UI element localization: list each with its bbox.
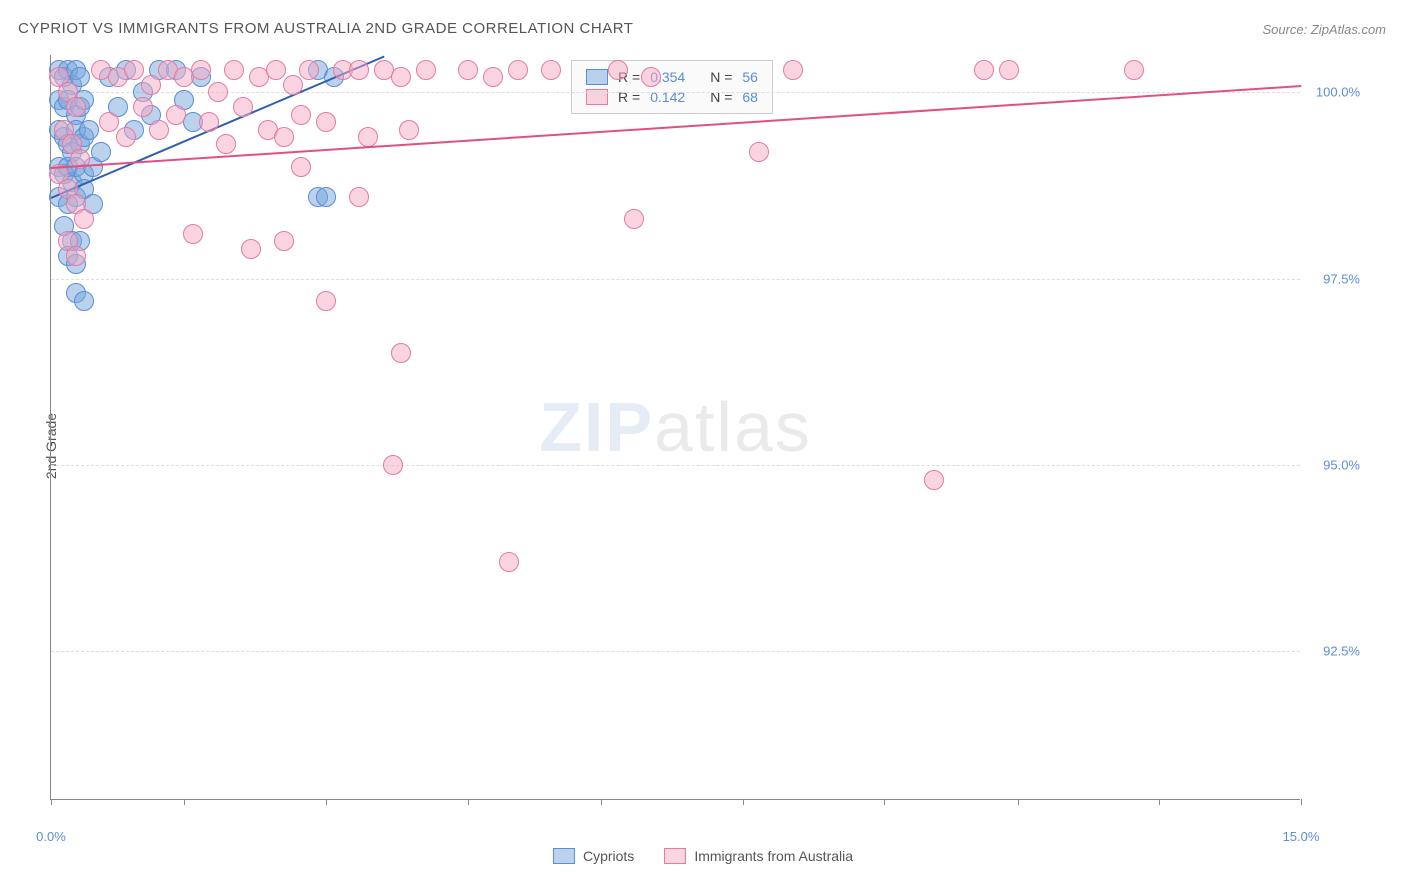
- gridline-h: [51, 465, 1300, 466]
- data-point-australia: [1124, 60, 1144, 80]
- data-point-australia: [783, 60, 803, 80]
- legend-item: Cypriots: [553, 848, 634, 864]
- legend-item: Immigrants from Australia: [664, 848, 853, 864]
- x-tick-label: 15.0%: [1283, 829, 1320, 844]
- watermark-part1: ZIP: [539, 388, 654, 466]
- data-point-australia: [358, 127, 378, 147]
- data-point-australia: [499, 552, 519, 572]
- x-tick: [1301, 799, 1302, 805]
- data-point-australia: [66, 246, 86, 266]
- source-attribution: Source: ZipAtlas.com: [1262, 22, 1386, 37]
- x-tick: [1018, 799, 1019, 805]
- data-point-australia: [299, 60, 319, 80]
- x-tick: [884, 799, 885, 805]
- data-point-australia: [416, 60, 436, 80]
- legend-n-label: N =: [710, 69, 732, 85]
- data-point-australia: [274, 127, 294, 147]
- data-point-cypriots: [74, 291, 94, 311]
- data-point-australia: [191, 60, 211, 80]
- gridline-h: [51, 279, 1300, 280]
- data-point-australia: [224, 60, 244, 80]
- chart-title: CYPRIOT VS IMMIGRANTS FROM AUSTRALIA 2ND…: [18, 20, 633, 37]
- data-point-cypriots: [316, 187, 336, 207]
- data-point-australia: [208, 82, 228, 102]
- x-tick: [51, 799, 52, 805]
- legend-label: Immigrants from Australia: [694, 848, 853, 864]
- data-point-australia: [458, 60, 478, 80]
- series-legend: Cypriots Immigrants from Australia: [553, 848, 853, 864]
- data-point-australia: [349, 60, 369, 80]
- data-point-cypriots: [91, 142, 111, 162]
- data-point-australia: [999, 60, 1019, 80]
- data-point-australia: [608, 60, 628, 80]
- data-point-australia: [266, 60, 286, 80]
- x-tick-label: 0.0%: [36, 829, 66, 844]
- data-point-australia: [141, 75, 161, 95]
- data-point-australia: [149, 120, 169, 140]
- legend-swatch: [553, 848, 575, 864]
- legend-swatch: [586, 69, 608, 85]
- gridline-h: [51, 651, 1300, 652]
- legend-swatch: [664, 848, 686, 864]
- data-point-australia: [624, 209, 644, 229]
- data-point-australia: [316, 291, 336, 311]
- data-point-australia: [166, 105, 186, 125]
- legend-label: Cypriots: [583, 848, 634, 864]
- x-tick: [743, 799, 744, 805]
- data-point-australia: [291, 157, 311, 177]
- data-point-australia: [74, 209, 94, 229]
- data-point-australia: [183, 224, 203, 244]
- data-point-australia: [924, 470, 944, 490]
- data-point-australia: [749, 142, 769, 162]
- data-point-australia: [483, 67, 503, 87]
- legend-row: R =0.142N =68: [586, 87, 758, 107]
- watermark-part2: atlas: [654, 388, 812, 466]
- x-tick: [184, 799, 185, 805]
- data-point-cypriots: [79, 120, 99, 140]
- x-tick: [601, 799, 602, 805]
- data-point-australia: [283, 75, 303, 95]
- correlation-legend: R =0.354N =56R =0.142N =68: [571, 60, 773, 114]
- data-point-australia: [99, 112, 119, 132]
- data-point-australia: [508, 60, 528, 80]
- y-tick-label: 97.5%: [1323, 271, 1360, 286]
- data-point-australia: [233, 97, 253, 117]
- data-point-australia: [541, 60, 561, 80]
- x-tick: [468, 799, 469, 805]
- data-point-australia: [199, 112, 219, 132]
- watermark: ZIPatlas: [539, 387, 812, 467]
- x-tick: [1159, 799, 1160, 805]
- plot-area: ZIPatlas R =0.354N =56R =0.142N =68 92.5…: [50, 55, 1300, 800]
- data-point-australia: [383, 455, 403, 475]
- gridline-h: [51, 92, 1300, 93]
- data-point-australia: [124, 60, 144, 80]
- x-tick: [326, 799, 327, 805]
- data-point-australia: [974, 60, 994, 80]
- chart-container: CYPRIOT VS IMMIGRANTS FROM AUSTRALIA 2ND…: [0, 0, 1406, 892]
- legend-n-value: 56: [742, 69, 758, 85]
- data-point-australia: [133, 97, 153, 117]
- data-point-australia: [241, 239, 261, 259]
- data-point-australia: [391, 67, 411, 87]
- data-point-australia: [399, 120, 419, 140]
- y-tick-label: 95.0%: [1323, 457, 1360, 472]
- data-point-australia: [291, 105, 311, 125]
- data-point-australia: [316, 112, 336, 132]
- y-tick-label: 92.5%: [1323, 644, 1360, 659]
- data-point-australia: [216, 134, 236, 154]
- data-point-australia: [66, 97, 86, 117]
- data-point-australia: [391, 343, 411, 363]
- y-tick-label: 100.0%: [1316, 85, 1360, 100]
- data-point-australia: [641, 67, 661, 87]
- data-point-australia: [116, 127, 136, 147]
- data-point-australia: [349, 187, 369, 207]
- data-point-australia: [274, 231, 294, 251]
